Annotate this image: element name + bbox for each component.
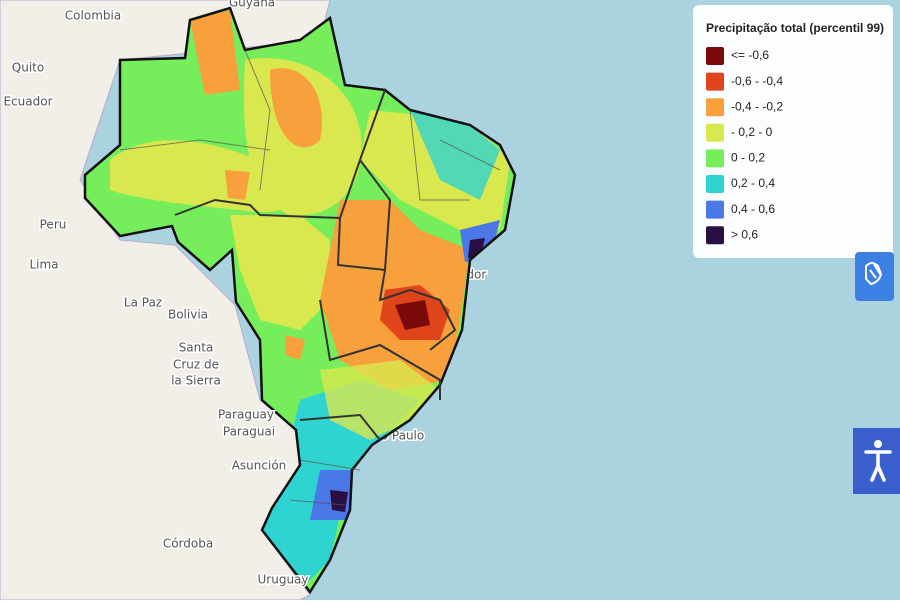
place-label: la Sierra (171, 374, 221, 388)
place-label: Uruguay (258, 573, 309, 587)
place-label: Paraguay (218, 408, 274, 422)
legend-title: Precipitação total (percentil 99) (706, 21, 884, 35)
place-label: Peru (40, 218, 67, 232)
legend-label: 0 - 0,2 (731, 151, 765, 165)
place-label: Bolivia (168, 308, 208, 322)
place-label: Santa (179, 341, 214, 355)
place-label: Guyana (229, 0, 275, 10)
legend-label: - 0,2 - 0 (731, 125, 773, 139)
place-label: Quito (12, 61, 44, 75)
legend-swatch (706, 226, 724, 245)
legend-swatch (706, 123, 724, 142)
legend-swatch (706, 175, 724, 193)
legend-box (693, 5, 893, 258)
place-label: Cruz de (173, 358, 219, 372)
legend-swatch (706, 98, 724, 117)
legend-swatch (706, 72, 724, 91)
accessibility-button[interactable] (853, 428, 900, 494)
legend-label: 0,2 - 0,4 (731, 176, 775, 190)
legend-label: -0,6 - -0,4 (731, 74, 783, 88)
state-borders (119, 49, 501, 506)
sign-language-button[interactable] (855, 252, 894, 301)
place-label: Córdoba (163, 537, 213, 551)
legend-label: <= -0,6 (731, 48, 769, 62)
place-label: Ecuador (3, 95, 52, 109)
place-label: Asunción (232, 459, 287, 473)
region-borders (174, 89, 457, 441)
legend-swatch (706, 149, 724, 168)
legend: Precipitação total (percentil 99) <= -0,… (693, 5, 893, 258)
place-label: Colombia (65, 9, 121, 23)
legend-swatch (706, 47, 724, 65)
place-label: Lima (29, 258, 58, 272)
legend-label: -0,4 - -0,2 (731, 99, 783, 113)
legend-swatch (706, 200, 724, 219)
legend-label: 0,4 - 0,6 (731, 202, 775, 216)
legend-label: > 0,6 (731, 227, 758, 241)
place-label: Paraguai (223, 425, 275, 439)
place-label: La Paz (124, 296, 162, 310)
